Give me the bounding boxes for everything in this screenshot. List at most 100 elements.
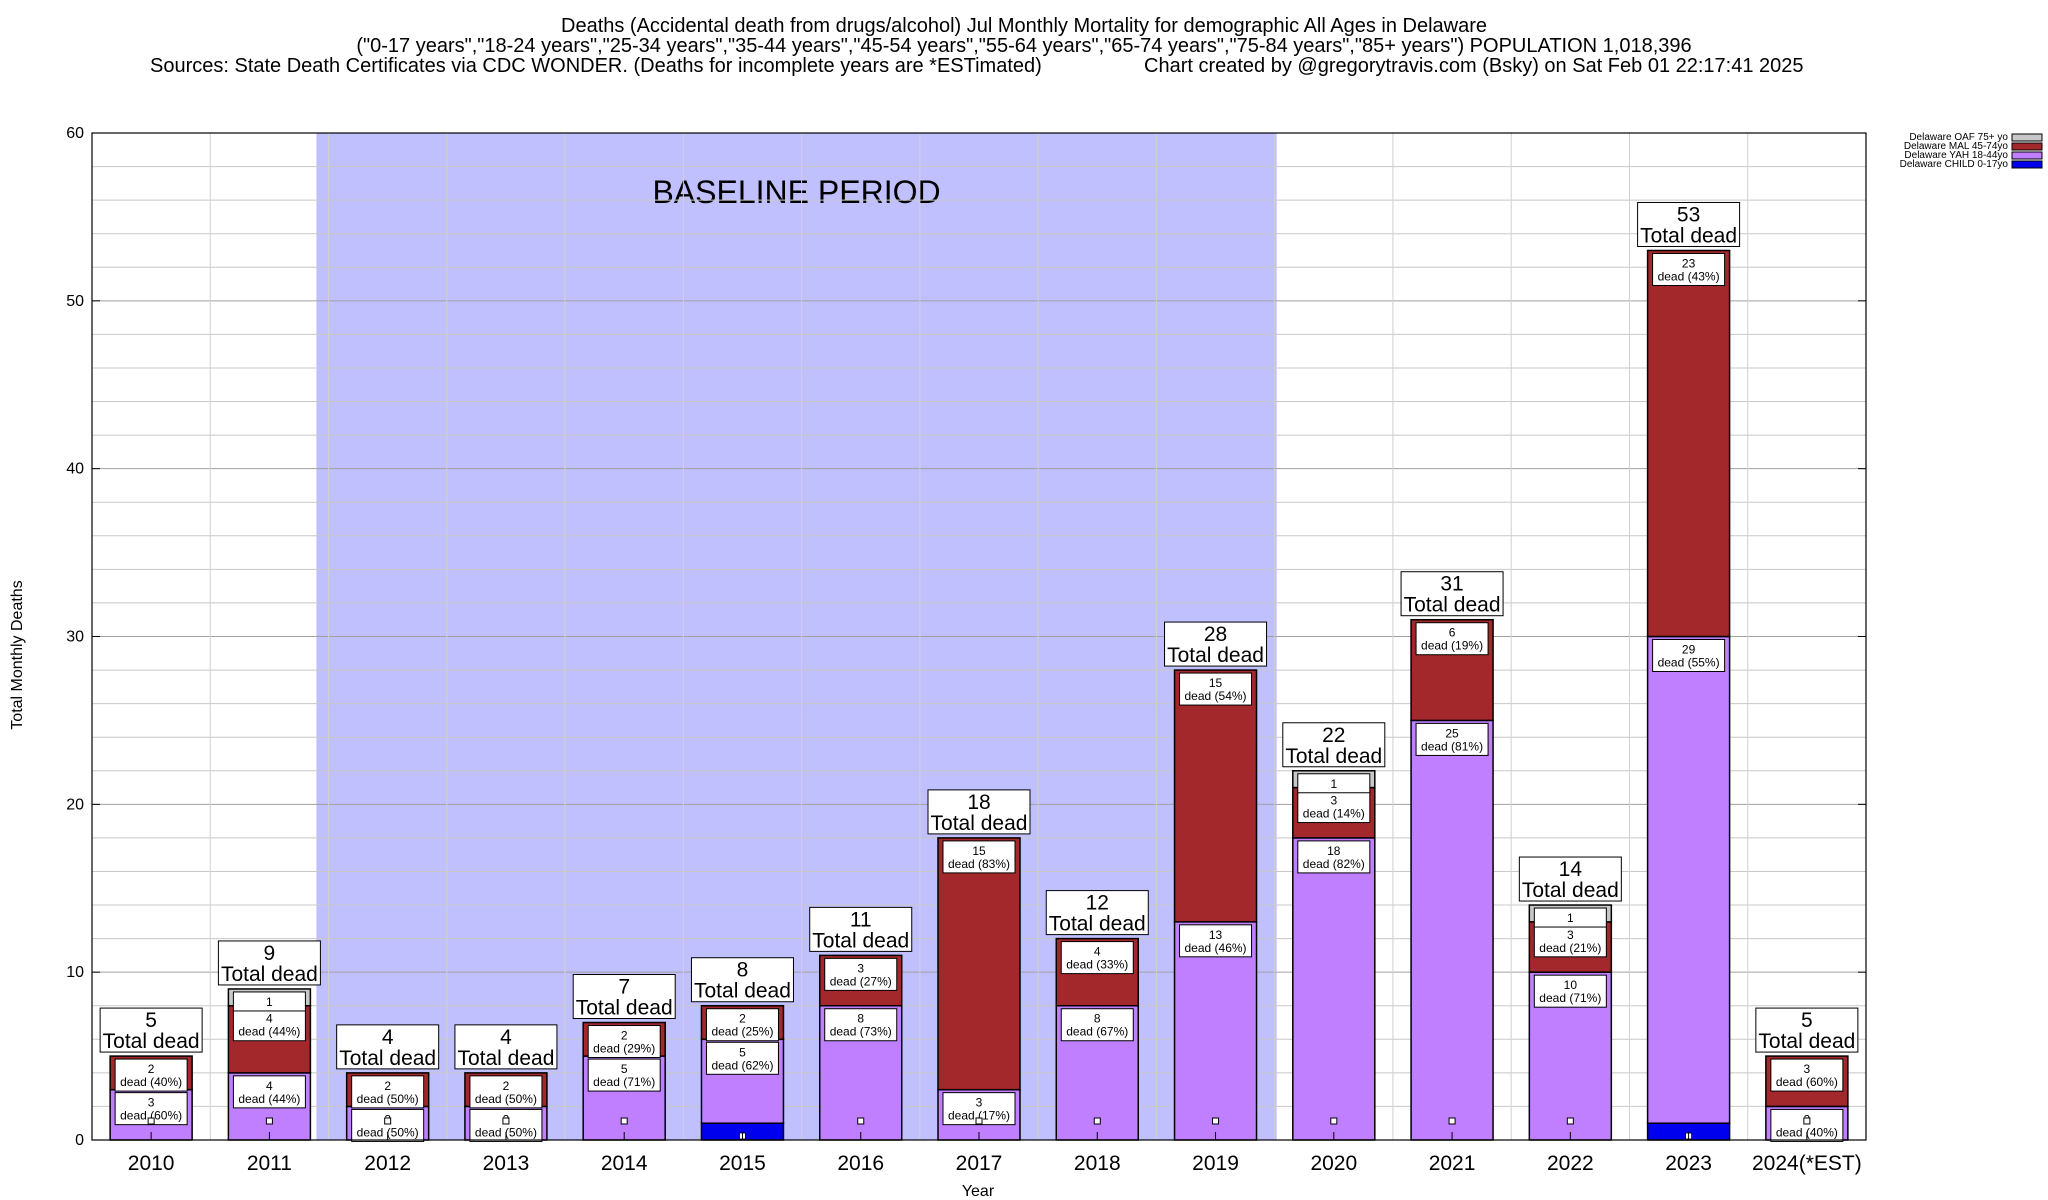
total-box <box>1755 1007 1859 1053</box>
segment-label-box <box>1533 907 1607 928</box>
segment-label: dead (83%) <box>948 857 1010 871</box>
segment-label-box <box>1297 790 1371 824</box>
bar-mal-2019 <box>1173 669 1258 923</box>
zero-marker <box>1093 1117 1101 1125</box>
segment-label: 3 <box>1567 928 1574 942</box>
segment-label: dead (46%) <box>1185 941 1247 955</box>
segment-label: dead (60%) <box>120 1109 182 1123</box>
segment-label: 4 <box>266 1079 273 1093</box>
segment-label: 4 <box>1094 945 1101 959</box>
segment-label: 23 <box>1682 256 1696 270</box>
total-value: 5 <box>145 1009 157 1032</box>
y-tick-label: 10 <box>66 964 84 981</box>
segment-label: 2 <box>739 1012 746 1026</box>
segment-label-box <box>114 1058 188 1092</box>
zero-marker <box>384 1117 392 1125</box>
total-value: 5 <box>1801 1009 1813 1032</box>
segment-label-box <box>232 991 306 1012</box>
zero-marker <box>502 1117 510 1125</box>
total-box <box>690 957 794 1003</box>
segment-label: dead (71%) <box>1539 991 1601 1005</box>
y-tick-label: 40 <box>66 461 84 478</box>
x-tick-label: 2023 <box>1665 1152 1712 1175</box>
zero-marker <box>147 1117 155 1125</box>
segment-label: dead (17%) <box>948 1109 1010 1123</box>
total-box <box>99 1007 203 1053</box>
total-value: 31 <box>1440 573 1463 596</box>
bar-yah-2023 <box>1646 635 1731 1124</box>
total-box <box>1400 571 1504 617</box>
segment-label: dead (44%) <box>238 1092 300 1106</box>
segment-label: 5 <box>621 1062 628 1076</box>
total-suffix: Total dead <box>1522 879 1619 902</box>
zero-marker <box>1212 1117 1220 1125</box>
y-tick-label: 30 <box>66 629 84 646</box>
zero-marker <box>1448 1117 1456 1125</box>
segment-label: 1 <box>266 995 273 1009</box>
total-value: 4 <box>382 1026 394 1049</box>
total-box <box>1045 890 1149 936</box>
segment-label: 29 <box>1682 643 1696 657</box>
x-tick-label: 2010 <box>128 1152 175 1175</box>
bar-yah-2019 <box>1173 921 1258 1141</box>
total-value: 4 <box>500 1026 512 1049</box>
total-suffix: Total dead <box>1049 913 1146 936</box>
segment-label-box <box>1533 974 1607 1008</box>
segment-label-box <box>824 1008 898 1042</box>
total-value: 7 <box>618 976 630 999</box>
segment-label-box <box>1179 924 1253 958</box>
zero-marker <box>620 1117 628 1125</box>
segment-label: dead (19%) <box>1421 639 1483 653</box>
segment-label: 2 <box>148 1062 155 1076</box>
segment-label: dead (71%) <box>593 1075 655 1089</box>
total-value: 8 <box>737 959 749 982</box>
source-note: Sources: State Death Certificates via CD… <box>150 55 1042 77</box>
total-box <box>927 789 1031 835</box>
legend-swatch <box>2011 133 2043 142</box>
zero-marker <box>1330 1117 1338 1125</box>
total-value: 12 <box>1086 892 1109 915</box>
x-tick-label: 2024(*EST) <box>1752 1152 1862 1175</box>
segment-label-box <box>232 1075 306 1109</box>
segment-label: dead (40%) <box>120 1075 182 1089</box>
segment-label-box <box>1060 941 1134 975</box>
segment-label: 2 <box>384 1079 391 1093</box>
total-value: 22 <box>1322 724 1345 747</box>
total-suffix: Total dead <box>103 1030 200 1053</box>
y-axis-title: Total Monthly Deaths <box>9 580 26 729</box>
segment-label: 8 <box>857 1012 864 1026</box>
bar-mal-2017 <box>937 837 1021 1091</box>
segment-label-box <box>1297 840 1371 874</box>
segment-label-box <box>351 1075 425 1109</box>
segment-label: 13 <box>1209 928 1223 942</box>
segment-label-box <box>942 840 1016 874</box>
segment-label-box <box>705 1041 779 1075</box>
segment-label: dead (62%) <box>711 1058 773 1072</box>
segment-label: dead (21%) <box>1539 941 1601 955</box>
segment-label-box <box>1415 722 1489 756</box>
total-value: 28 <box>1204 623 1227 646</box>
y-tick-label: 50 <box>66 293 84 310</box>
segment-label: 5 <box>739 1045 746 1059</box>
segment-label-box <box>1060 1008 1134 1042</box>
segment-label-box <box>1297 773 1371 794</box>
segment-label-box <box>469 1075 543 1109</box>
zero-marker <box>265 1117 273 1125</box>
x-tick-label: 2020 <box>1310 1152 1357 1175</box>
segment-label: dead (81%) <box>1421 739 1483 753</box>
x-tick-label: 2014 <box>601 1152 648 1175</box>
segment-label: dead (73%) <box>830 1025 892 1039</box>
segment-label-box <box>587 1025 661 1059</box>
total-suffix: Total dead <box>339 1047 436 1070</box>
total-value: 9 <box>264 942 276 965</box>
segment-label: 2 <box>621 1029 628 1043</box>
segment-label-box <box>114 1092 188 1126</box>
y-tick-label: 20 <box>66 796 84 813</box>
total-box <box>809 906 913 952</box>
total-box <box>336 1024 440 1070</box>
segment-label-box <box>1415 622 1489 656</box>
segment-label: 15 <box>1209 676 1223 690</box>
legend-swatch <box>2011 160 2043 169</box>
